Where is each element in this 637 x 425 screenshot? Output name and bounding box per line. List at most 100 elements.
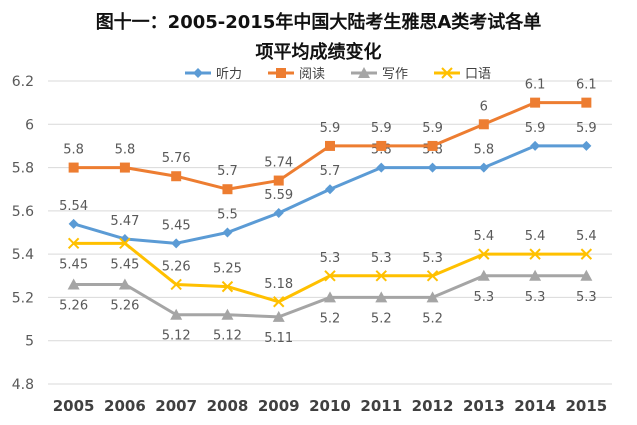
data-label: 5.4: [473, 229, 494, 244]
data-point: [221, 308, 234, 320]
legend-marker: [276, 68, 286, 78]
data-label: 5.12: [162, 329, 191, 344]
data-point: [67, 278, 80, 290]
data-label: 5.2: [320, 311, 341, 326]
data-point: [324, 270, 336, 282]
data-label: 5.74: [264, 156, 293, 171]
series-line-1: [73, 144, 587, 245]
data-label: 5.3: [422, 251, 443, 266]
data-label: 5.7: [320, 164, 341, 179]
data-point: [67, 237, 80, 250]
data-label: 5.7: [217, 164, 238, 179]
x-tick-label: 2012: [412, 397, 454, 415]
y-tick-label: 5.4: [12, 247, 34, 263]
data-label: 5.4: [525, 229, 546, 244]
data-label: 5.54: [59, 199, 88, 214]
data-label: 5.26: [59, 298, 88, 313]
legend-label: 听力: [216, 67, 242, 82]
data-label: 5.3: [371, 251, 392, 266]
data-label: 5.26: [162, 259, 191, 274]
x-tick-label: 2009: [258, 397, 300, 415]
data-label: 5.9: [371, 121, 392, 136]
data-point: [222, 184, 233, 195]
data-point: [325, 184, 335, 195]
data-point: [68, 218, 79, 229]
data-point: [529, 248, 541, 260]
data-label: 5.18: [264, 277, 293, 292]
data-label: 5.26: [110, 298, 139, 313]
data-label: 5.9: [320, 121, 341, 136]
x-tick-label: 2010: [309, 397, 351, 415]
data-point: [427, 162, 438, 173]
legend-label: 写作: [382, 67, 408, 82]
data-point: [222, 227, 233, 238]
x-tick-label: 2013: [463, 397, 505, 415]
y-tick-label: 5: [25, 334, 34, 350]
data-point: [478, 119, 489, 130]
data-point: [119, 162, 130, 173]
data-label: 5.45: [162, 218, 191, 233]
x-tick-label: 2006: [104, 397, 146, 415]
legend-marker: [358, 67, 370, 78]
legend-marker: [441, 67, 453, 79]
data-point: [325, 140, 335, 151]
data-point: [478, 162, 489, 173]
data-point: [530, 97, 541, 108]
data-point: [427, 140, 438, 151]
data-label: 5.76: [162, 151, 191, 166]
data-label: 5.3: [525, 290, 546, 305]
data-point: [426, 270, 439, 282]
data-label: 5.11: [264, 331, 293, 346]
data-point: [376, 140, 387, 151]
data-point: [273, 175, 284, 186]
data-label: 6.1: [576, 78, 597, 93]
data-point: [376, 162, 387, 173]
data-point: [375, 291, 388, 303]
y-tick-label: 6.2: [12, 74, 34, 90]
data-label: 5.4: [576, 229, 597, 244]
data-point: [581, 97, 592, 108]
legend-label: 口语: [465, 67, 491, 82]
data-point: [478, 248, 490, 260]
data-point: [324, 291, 336, 303]
data-label: 5.45: [110, 257, 139, 272]
data-label: 5.45: [59, 257, 88, 272]
data-point: [580, 269, 593, 281]
y-tick-label: 5.8: [12, 161, 34, 177]
data-point: [170, 278, 182, 291]
x-tick-label: 2014: [514, 397, 556, 415]
data-label: 5.9: [576, 121, 597, 136]
data-point: [273, 296, 285, 308]
data-point: [529, 269, 542, 281]
x-tick-label: 2005: [53, 397, 95, 415]
data-label: 5.59: [264, 188, 293, 203]
y-tick-label: 5.6: [12, 204, 34, 220]
data-point: [170, 308, 183, 320]
data-point: [273, 208, 284, 219]
data-label: 5.8: [473, 143, 494, 158]
data-point: [119, 237, 131, 250]
data-label: 5.47: [110, 214, 139, 229]
legend-label: 阅读: [299, 67, 325, 82]
data-label: 5.25: [213, 262, 242, 277]
data-point: [530, 140, 541, 151]
data-label: 5.8: [115, 143, 136, 158]
data-label: 5.5: [217, 208, 238, 223]
data-point: [272, 310, 285, 322]
data-label: 6: [480, 99, 488, 114]
data-point: [477, 269, 490, 281]
y-tick-label: 5.2: [12, 290, 34, 306]
data-label: 5.12: [213, 329, 242, 344]
x-tick-label: 2007: [155, 397, 197, 415]
data-label: 5.3: [576, 290, 597, 305]
data-label: 5.2: [371, 311, 392, 326]
data-label: 5.2: [422, 311, 443, 326]
x-tick-label: 2008: [207, 397, 249, 415]
y-tick-label: 6: [25, 117, 34, 133]
data-label: 6.1: [525, 78, 546, 93]
x-tick-label: 2011: [360, 397, 402, 415]
data-label: 5.3: [473, 290, 494, 305]
data-point: [171, 171, 182, 182]
x-tick-label: 2015: [565, 397, 607, 415]
